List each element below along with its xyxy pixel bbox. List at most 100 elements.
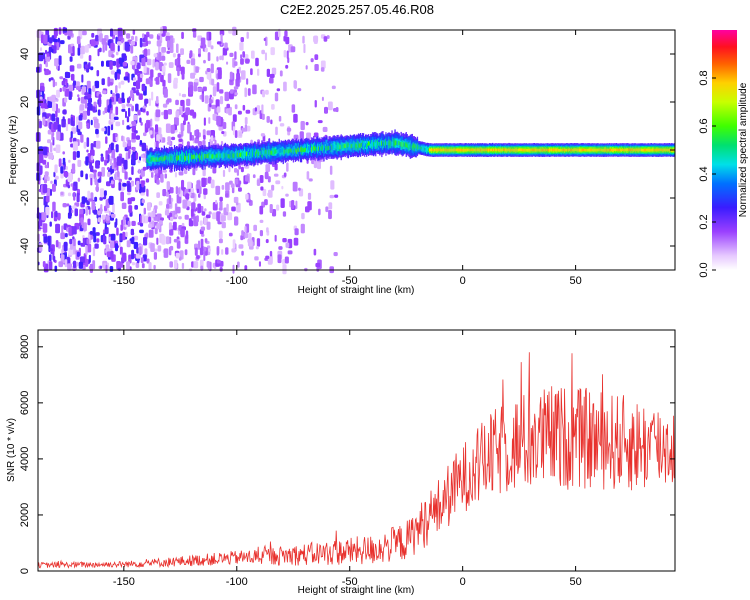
spectrogram-signal-cell xyxy=(267,150,269,155)
spectrogram-noise-cell xyxy=(67,30,73,37)
spectrogram-noise-cell xyxy=(201,177,206,188)
spectrogram-noise-cell xyxy=(302,35,305,44)
spectrogram-signal-cell xyxy=(373,142,375,147)
spectrogram-signal-cell xyxy=(175,155,178,161)
spectrogram-noise-cell xyxy=(282,264,287,275)
spectrogram-noise-cell xyxy=(40,47,43,52)
spectrogram-noise-cell xyxy=(58,55,62,66)
spectrogram-noise-cell xyxy=(124,171,128,180)
spectrogram-signal-cell xyxy=(600,148,603,152)
spectrogram-noise-cell xyxy=(165,123,171,133)
spectrogram-noise-cell xyxy=(139,183,142,194)
spectrogram-noise-cell xyxy=(167,136,171,142)
spectrogram-noise-cell xyxy=(65,166,68,170)
spectrogram-signal-cell xyxy=(564,148,566,152)
spectrogram-noise-cell xyxy=(131,121,137,127)
spectrogram-signal-cell xyxy=(590,148,592,152)
spectrogram-signal-cell xyxy=(181,155,183,161)
spectrogram-noise-cell xyxy=(257,68,260,76)
spectrogram-noise-cell xyxy=(143,132,147,137)
spectrogram-noise-cell xyxy=(67,263,72,271)
spectrogram-noise-cell xyxy=(275,180,281,185)
spectrogram-noise-cell xyxy=(46,53,50,57)
spectrogram-noise-cell xyxy=(130,180,135,187)
spectrogram-noise-cell xyxy=(42,146,48,156)
spectrogram-signal-cell xyxy=(561,148,563,152)
spectrogram-noise-cell xyxy=(293,80,297,89)
spectrogram-noise-cell xyxy=(60,40,65,45)
spectrogram-noise-cell xyxy=(146,188,149,197)
spectrogram-signal-cell xyxy=(659,148,662,152)
spectrogram-noise-cell xyxy=(218,207,223,211)
spectrogram-noise-cell xyxy=(61,80,66,86)
spectrogram-signal-cell xyxy=(209,154,211,159)
spectrogram-signal-cell xyxy=(317,145,319,151)
spectrogram-signal-cell xyxy=(529,148,531,152)
spectrogram-signal-cell xyxy=(386,141,388,146)
spectrogram-noise-cell xyxy=(119,246,123,255)
spectrogram-signal-cell xyxy=(212,153,214,159)
spectrogram-signal-cell xyxy=(504,148,506,152)
spectrogram-signal-cell xyxy=(488,148,490,152)
spectrogram-signal-cell xyxy=(257,150,259,155)
spectrogram-signal-cell xyxy=(355,143,358,149)
spectrogram-signal-cell xyxy=(501,148,503,152)
spectrogram-signal-cell xyxy=(251,151,253,156)
spectrogram-noise-cell xyxy=(45,195,50,202)
spectrogram-noise-cell xyxy=(177,134,182,138)
spectrogram-signal-cell xyxy=(270,150,272,155)
spectrogram-noise-cell xyxy=(141,57,146,67)
spectrogram-signal-cell xyxy=(347,142,349,148)
spectrogram-noise-cell xyxy=(219,55,222,61)
spectrogram-noise-cell xyxy=(165,35,171,42)
spectrogram-signal-cell xyxy=(345,144,347,149)
spectrogram-noise-cell xyxy=(148,262,152,270)
spectrogram-signal-cell xyxy=(396,141,398,146)
spectrogram-noise-cell xyxy=(216,115,221,126)
spectrogram-noise-cell xyxy=(182,103,185,112)
spectrogram-noise-cell xyxy=(246,31,249,39)
spectrogram-noise-cell xyxy=(125,231,128,238)
spectrogram-noise-cell xyxy=(135,80,141,90)
spectrogram-signal-cell xyxy=(166,155,169,160)
spectrogram-signal-cell xyxy=(160,156,162,161)
spectrogram-noise-cell xyxy=(130,40,135,46)
spectrogram-signal-cell xyxy=(319,147,321,152)
spectrogram-signal-cell xyxy=(335,144,337,150)
spectrogram-noise-cell xyxy=(69,137,73,143)
spectrogram-noise-cell xyxy=(40,86,45,93)
spectrogram-noise-cell xyxy=(105,244,110,250)
spectrogram-noise-cell xyxy=(57,214,61,221)
spectrogram-noise-cell xyxy=(305,65,308,70)
spectrogram-noise-cell xyxy=(221,184,225,190)
spectrogram-signal-cell xyxy=(350,144,352,149)
spectrogram-noise-cell xyxy=(225,193,229,198)
spectrogram-noise-cell xyxy=(45,29,50,36)
spectrogram-signal-cell xyxy=(359,143,362,149)
spectrogram-signal-cell xyxy=(612,149,614,152)
spectrogram-signal-cell xyxy=(369,141,371,146)
spectrogram-noise-cell xyxy=(232,239,236,249)
spectrogram-signal-cell xyxy=(449,148,451,152)
spectrogram-noise-cell xyxy=(45,61,48,68)
spectrogram-signal-cell xyxy=(276,149,278,155)
spectrogram-signal-cell xyxy=(321,146,323,151)
spectrogram-signal-cell xyxy=(153,157,155,162)
spectrogram-noise-cell xyxy=(291,200,295,210)
spectrogram-noise-cell xyxy=(103,190,107,196)
spectrogram-signal-cell xyxy=(155,157,157,162)
spectrogram-signal-cell xyxy=(151,156,153,161)
spectrogram-noise-cell xyxy=(143,237,148,246)
spectrogram-signal-cell xyxy=(277,148,279,153)
spectrogram-ytick-label: -20 xyxy=(19,190,31,206)
spectrogram-signal-cell xyxy=(260,150,262,155)
spectrogram-noise-cell xyxy=(178,138,183,142)
colorbar-tick-label: 0.0 xyxy=(698,262,710,277)
spectrogram-signal-cell xyxy=(354,143,357,149)
spectrogram-ylabel: Frequency (Hz) xyxy=(8,116,19,185)
spectrogram-signal-cell xyxy=(171,155,174,161)
spectrogram-signal-cell xyxy=(584,148,586,152)
spectrogram-noise-cell xyxy=(89,173,94,178)
spectrogram-noise-cell xyxy=(157,245,162,252)
spectrogram-noise-cell xyxy=(201,211,206,216)
